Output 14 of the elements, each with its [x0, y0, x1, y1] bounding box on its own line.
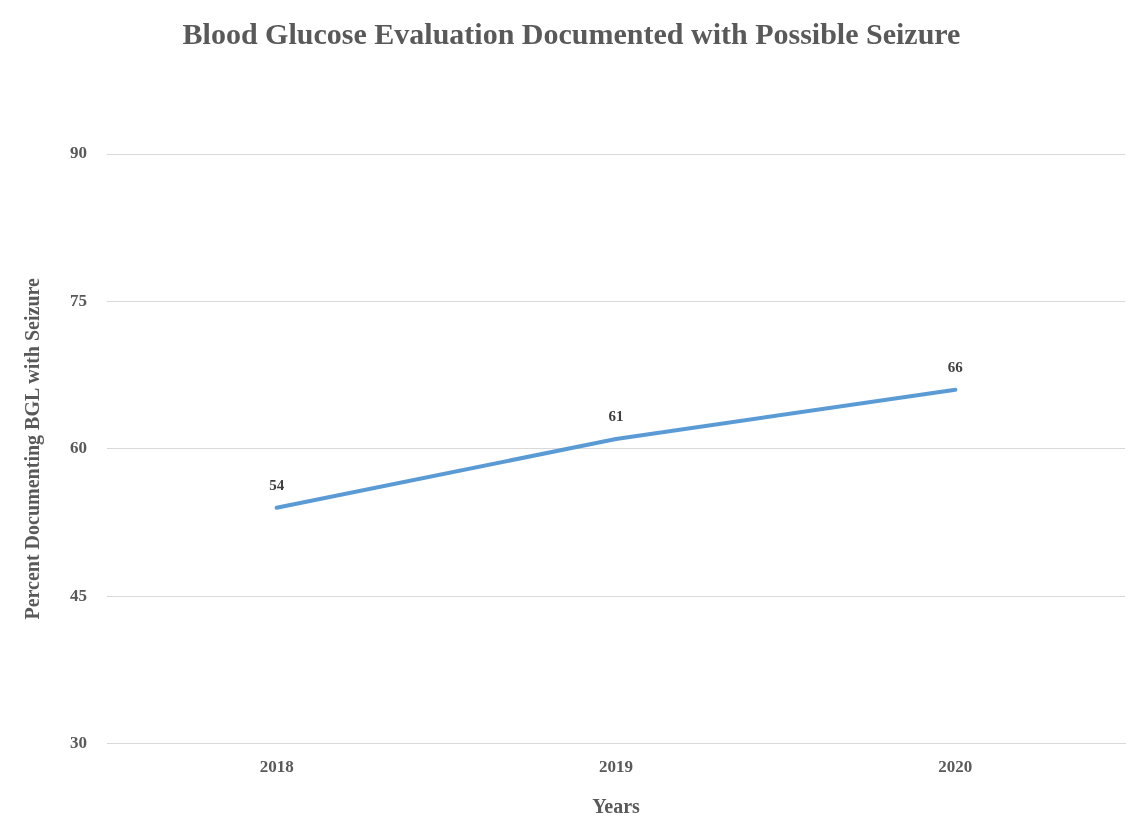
data-label: 61: [608, 408, 624, 425]
data-label: 66: [947, 359, 964, 376]
y-axis-title: Percent Documenting BGL with Seizure: [21, 277, 45, 620]
x-tick-label: 2018: [259, 757, 294, 777]
x-axis-title: Years: [592, 795, 641, 818]
x-tick-label: 2019: [599, 757, 633, 777]
y-tick-label: 30: [70, 732, 87, 752]
y-tick-label: 90: [70, 143, 87, 163]
y-tick-label: 60: [70, 438, 87, 458]
x-tick-label: 2020: [938, 757, 973, 777]
chart-title: Blood Glucose Evaluation Documented with Possible Seizure: [182, 16, 961, 50]
y-tick-label: 45: [70, 585, 87, 605]
data-label: 54: [269, 477, 285, 494]
y-tick-label: 75: [70, 290, 87, 310]
